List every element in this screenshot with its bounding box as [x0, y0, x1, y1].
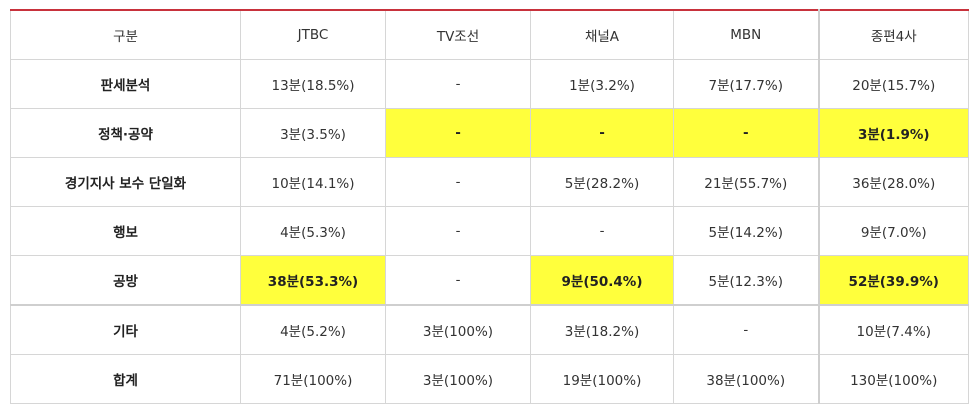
table-row: 경기지사 보수 단일화 10분(14.1%) -5분(28.2%) 21분(55.7%… [10, 157, 969, 207]
row-label: 판세분석 [10, 59, 241, 109]
table-cell: 9분(50.4%) [530, 255, 674, 306]
table-cell: 3분(3.5%) [240, 108, 386, 158]
table-cell: 19분(100%) [530, 354, 674, 404]
table-cell: 3분(100%) [385, 304, 531, 355]
table-row: 기타 4분(5.2%) 3분(100%) 3분(18.2%) -10분(7.4%) [10, 304, 969, 355]
table-cell: 9분(7.0%) [817, 206, 969, 256]
table-cell: 1분(3.2%) [530, 59, 674, 109]
row-label: 합계 [10, 354, 241, 404]
table-cell: - [530, 206, 674, 256]
header-channela: 채널A [530, 9, 674, 60]
table-cell: 10분(7.4%) [817, 304, 969, 355]
table-body: 판세분석 13분(18.5%) -1분(3.2%) 7분(17.7%) 20분(15.7… [10, 59, 969, 404]
table-cell: 13분(18.5%) [240, 59, 386, 109]
row-label: 기타 [10, 304, 241, 355]
table-cell: - [385, 59, 531, 109]
row-label: 공방 [10, 255, 241, 306]
data-table-container: 구분 JTBC TV조선 채널A MBN 종편4사 판세분석 13분(18.5%)… [10, 9, 969, 404]
table-row: 공방 38분(53.3%) -9분(50.4%) 5분(12.3%) 52분(39.9%… [10, 255, 969, 306]
table-cell: 5분(12.3%) [673, 255, 819, 306]
header-total-4: 종편4사 [817, 9, 969, 60]
header-category: 구분 [10, 9, 241, 60]
table-cell: - [385, 157, 531, 207]
table-cell: 38분(100%) [673, 354, 819, 404]
table-cell: 5분(28.2%) [530, 157, 674, 207]
table-cell: 10분(14.1%) [240, 157, 386, 207]
table-cell: - [673, 108, 819, 158]
table-cell: 3분(18.2%) [530, 304, 674, 355]
table-cell: 3분(100%) [385, 354, 531, 404]
table-cell: 5분(14.2%) [673, 206, 819, 256]
header-tvchosun: TV조선 [385, 9, 531, 60]
table-cell: 7분(17.7%) [673, 59, 819, 109]
table-row: 행보 4분(5.3%) - -5분(14.2%) 9분(7.0%) [10, 206, 969, 256]
table-row: 판세분석 13분(18.5%) -1분(3.2%) 7분(17.7%) 20분(15.7… [10, 59, 969, 109]
row-label: 정책·공약 [10, 108, 241, 158]
table-cell: 4분(5.2%) [240, 304, 386, 355]
table-row: 합계 71분(100%) 3분(100%) 19분(100%) 38분(100%) 130… [10, 354, 969, 404]
table-cell: - [385, 206, 531, 256]
row-label: 경기지사 보수 단일화 [10, 157, 241, 207]
table-cell: - [673, 304, 819, 355]
table-cell: - [385, 108, 531, 158]
table-cell: - [530, 108, 674, 158]
table-cell: 52분(39.9%) [817, 255, 969, 306]
table-row: 정책·공약 3분(3.5%) - - -3분(1.9%) [10, 108, 969, 158]
airtime-table: 구분 JTBC TV조선 채널A MBN 종편4사 판세분석 13분(18.5%)… [10, 9, 969, 404]
table-cell: - [385, 255, 531, 306]
table-cell: 4분(5.3%) [240, 206, 386, 256]
header-row: 구분 JTBC TV조선 채널A MBN 종편4사 [10, 9, 969, 60]
table-cell: 71분(100%) [240, 354, 386, 404]
table-cell: 36분(28.0%) [817, 157, 969, 207]
header-mbn: MBN [673, 9, 819, 60]
header-jtbc: JTBC [240, 9, 386, 60]
table-cell: 130분(100%) [817, 354, 969, 404]
table-cell: 21분(55.7%) [673, 157, 819, 207]
table-cell: 38분(53.3%) [240, 255, 386, 306]
table-cell: 20분(15.7%) [817, 59, 969, 109]
table-cell: 3분(1.9%) [817, 108, 969, 158]
row-label: 행보 [10, 206, 241, 256]
